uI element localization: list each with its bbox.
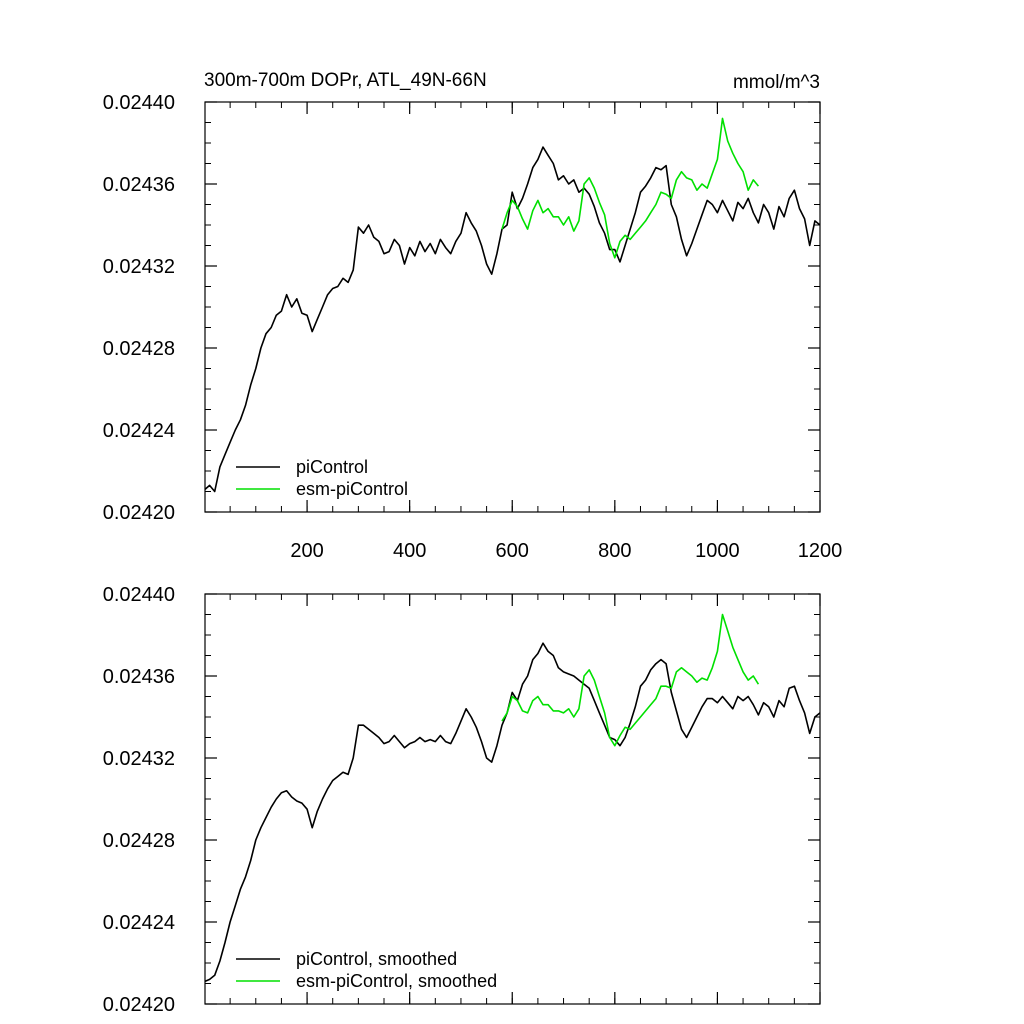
- y-tick-label: 0.02420: [103, 994, 175, 1016]
- legend-label: esm-piControl, smoothed: [296, 971, 497, 991]
- series-line-esm_piControl: [501, 117, 760, 259]
- x-tick-label: 200: [290, 540, 323, 562]
- y-tick-label: 0.02436: [103, 666, 175, 688]
- x-tick-label: 1200: [798, 540, 843, 562]
- figure-title: 300m-700m DOPr, ATL_49N-66N: [204, 70, 487, 91]
- series-line-piControl: [204, 146, 821, 493]
- y-tick-label: 0.02436: [103, 174, 175, 196]
- series-line-esm_piControl: [501, 613, 760, 747]
- legend-label: piControl, smoothed: [296, 949, 457, 969]
- y-tick-label: 0.02420: [103, 502, 175, 524]
- y-tick-label: 0.02440: [103, 92, 175, 114]
- y-tick-label: 0.02432: [103, 748, 175, 770]
- top-panel: 200 400 600 800 1000 1200 0.02420 0.02424 0.0242…: [103, 92, 843, 562]
- x-tick-label: 800: [598, 540, 631, 562]
- bottom-panel: 0.02420 0.02424 0.02428 0.02432 0.02436 0.024…: [103, 584, 821, 1016]
- y-tick-label: 0.02424: [103, 912, 175, 934]
- y-tick-label: 0.02428: [103, 830, 175, 852]
- y-tick-label: 0.02432: [103, 256, 175, 278]
- y-tick-label: 0.02424: [103, 420, 175, 442]
- x-tick-label: 1000: [695, 540, 740, 562]
- units-label: mmol/m^3: [733, 72, 820, 93]
- legend-label: piControl: [296, 457, 368, 477]
- legend-label: esm-piControl: [296, 479, 408, 499]
- series-line-piControl: [204, 642, 821, 983]
- y-tick-label: 0.02428: [103, 338, 175, 360]
- y-tick-label: 0.02440: [103, 584, 175, 606]
- x-tick-label: 400: [393, 540, 426, 562]
- x-tick-label: 600: [496, 540, 529, 562]
